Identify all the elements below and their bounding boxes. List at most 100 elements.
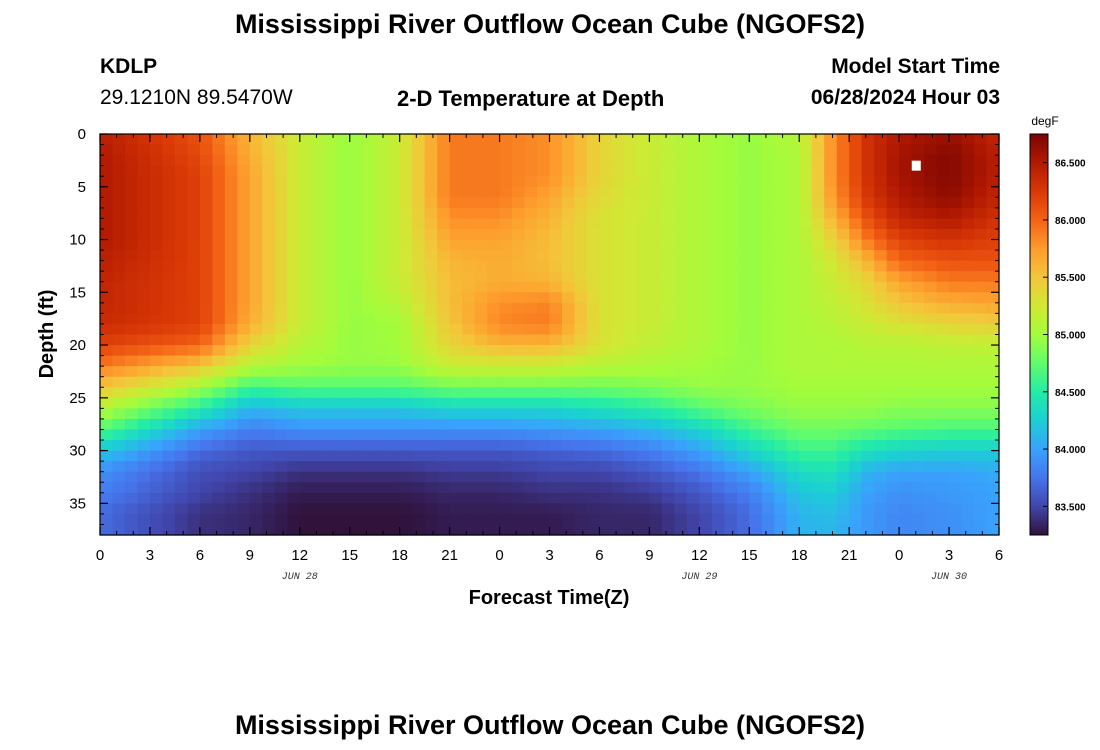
heatmap-cell xyxy=(574,513,588,526)
heatmap-cell xyxy=(711,418,725,431)
heatmap-cell xyxy=(524,471,538,483)
heatmap-cell xyxy=(849,271,863,283)
heatmap-cell xyxy=(849,482,863,494)
heatmap-cell xyxy=(649,524,663,536)
heatmap-cell xyxy=(611,492,626,504)
heatmap-cell xyxy=(524,387,538,399)
heatmap-cell xyxy=(462,176,476,188)
heatmap-cell xyxy=(137,281,151,293)
heatmap-cell xyxy=(449,134,463,146)
heatmap-cell xyxy=(249,387,263,399)
heatmap-cell xyxy=(974,186,988,198)
heatmap-cell xyxy=(736,260,750,272)
heatmap-cell xyxy=(212,134,226,146)
heatmap-cell xyxy=(574,440,588,452)
heatmap-cell xyxy=(287,461,301,473)
heatmap-cell xyxy=(399,176,413,188)
heatmap-cell xyxy=(749,302,763,314)
heatmap-cell xyxy=(512,334,526,346)
heatmap-cell xyxy=(824,250,838,262)
heatmap-cell xyxy=(749,429,763,441)
heatmap-cell xyxy=(324,271,338,283)
heatmap-cell xyxy=(399,418,413,431)
heatmap-cell xyxy=(786,408,800,420)
heatmap-cell xyxy=(124,207,139,220)
heatmap-cell xyxy=(137,418,151,431)
heatmap-cell xyxy=(249,176,263,188)
heatmap-cell xyxy=(487,176,501,188)
heatmap-cell xyxy=(362,387,376,399)
heatmap-cell xyxy=(611,134,626,146)
heatmap-cell xyxy=(911,207,925,220)
heatmap-cell xyxy=(437,323,451,336)
heatmap-cell xyxy=(374,524,388,536)
heatmap-cell xyxy=(412,323,426,336)
heatmap-cell xyxy=(611,197,626,209)
heatmap-cell xyxy=(100,292,114,304)
heatmap-cell xyxy=(949,440,963,452)
heatmap-cell xyxy=(474,376,488,388)
heatmap-cell xyxy=(124,228,139,241)
heatmap-cell xyxy=(824,408,838,420)
heatmap-cell xyxy=(474,334,488,346)
heatmap-cell xyxy=(686,524,700,536)
heatmap-cell xyxy=(100,218,114,230)
heatmap-cell xyxy=(137,376,151,388)
heatmap-cell xyxy=(487,250,501,262)
heatmap-cell xyxy=(374,513,388,526)
heatmap-cell xyxy=(274,260,288,272)
heatmap-cell xyxy=(499,239,513,251)
y-tick-label: 15 xyxy=(69,284,86,301)
heatmap-cell xyxy=(561,471,576,483)
heatmap-cell xyxy=(724,345,738,357)
heatmap-cell xyxy=(561,313,576,325)
heatmap-cell xyxy=(911,239,925,251)
heatmap-cell xyxy=(100,429,114,441)
heatmap-cell xyxy=(499,408,513,420)
heatmap-cell xyxy=(349,366,363,378)
heatmap-cell xyxy=(524,440,538,452)
heatmap-cell xyxy=(262,176,276,188)
heatmap-cell xyxy=(437,281,451,293)
heatmap-cell xyxy=(924,345,938,357)
heatmap-cell xyxy=(499,197,513,209)
heatmap-cell xyxy=(886,492,900,504)
heatmap-cell xyxy=(299,302,313,314)
heatmap-cell xyxy=(187,503,201,515)
heatmap-cell xyxy=(936,503,950,515)
heatmap-cell xyxy=(874,155,888,167)
heatmap-cell xyxy=(861,313,875,325)
heatmap-cell xyxy=(162,239,176,251)
heatmap-cell xyxy=(262,134,276,146)
heatmap-cell xyxy=(986,387,1000,399)
heatmap-cell xyxy=(986,155,1000,167)
heatmap-cell xyxy=(574,366,588,378)
heatmap-cell xyxy=(811,366,825,378)
heatmap-cell xyxy=(274,440,288,452)
heatmap-cell xyxy=(199,281,213,293)
heatmap-cell xyxy=(224,144,238,156)
heatmap-cell xyxy=(836,366,850,378)
heatmap-cell xyxy=(262,450,276,462)
heatmap-cell xyxy=(761,524,775,536)
heatmap-cell xyxy=(974,134,988,146)
heatmap-cell xyxy=(874,186,888,198)
heatmap-cell xyxy=(861,387,875,399)
heatmap-cell xyxy=(874,239,888,251)
heatmap-cell xyxy=(187,218,201,230)
heatmap-cell xyxy=(537,186,551,198)
heatmap-cell xyxy=(137,440,151,452)
heatmap-cell xyxy=(499,524,513,536)
heatmap-cell xyxy=(799,155,813,167)
heatmap-cell xyxy=(836,281,850,293)
heatmap-cell xyxy=(586,355,601,367)
heatmap-cell xyxy=(899,513,913,526)
heatmap-cell xyxy=(387,376,401,388)
heatmap-cell xyxy=(549,387,563,399)
heatmap-cell xyxy=(474,313,488,325)
heatmap-cell xyxy=(474,387,488,399)
heatmap-cell xyxy=(911,228,925,241)
heatmap-cell xyxy=(162,302,176,314)
heatmap-cell xyxy=(387,450,401,462)
heatmap-cell xyxy=(137,155,151,167)
